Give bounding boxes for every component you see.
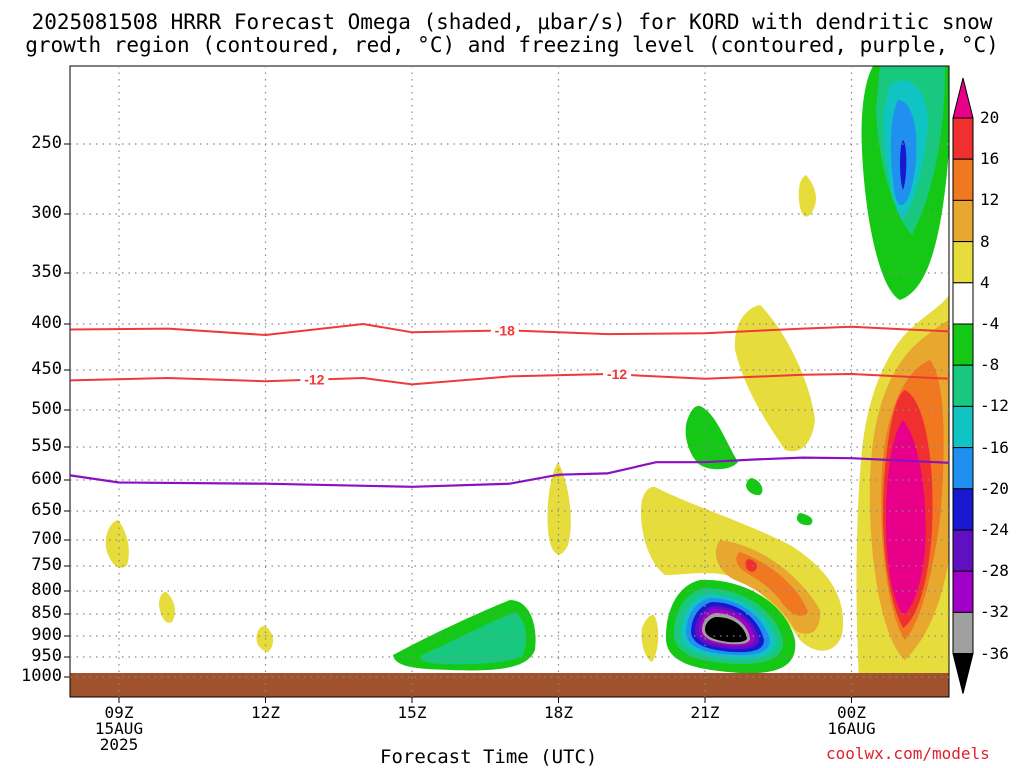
colorbar-segment	[952, 570, 974, 613]
colorbar-label: -4	[980, 314, 1000, 333]
colorbar-segment	[952, 611, 974, 655]
colorbar-segment	[952, 241, 974, 284]
contour-label-background	[603, 366, 632, 381]
omega-region-mid-yellow	[734, 305, 815, 452]
chart-title-line-1: 2025081508 HRRR Forecast Omega (shaded, …	[31, 10, 993, 34]
x-axis-title: Forecast Time (UTC)	[380, 746, 598, 768]
colorbar-label: 20	[980, 108, 1000, 127]
colorbar-top-arrow	[952, 77, 974, 119]
plot-frame	[69, 65, 950, 698]
omega-region-mid-teal	[420, 612, 527, 665]
y-tick-label: 550	[31, 436, 62, 456]
ground-surface	[70, 673, 949, 697]
omega-region-green-550	[685, 405, 738, 470]
y-tick-label: 650	[31, 500, 62, 520]
y-tick-label: 700	[31, 529, 62, 549]
colorbar-segment	[952, 529, 974, 572]
colorbar-label: -8	[980, 355, 1000, 375]
colorbar-bottom-arrow	[952, 653, 974, 694]
x-tick-label: 12Z	[251, 703, 280, 722]
colorbar-segment	[952, 117, 974, 160]
x-tick-label: 16AUG	[827, 719, 876, 738]
omega-region-small-yellow-4	[547, 462, 571, 555]
omega-region-green-650	[746, 478, 763, 496]
x-tick-label: 15AUG	[94, 719, 144, 738]
contour-label-background	[300, 371, 329, 387]
colorbar-label: -24	[980, 520, 1009, 539]
colorbar-label: -12	[980, 396, 1009, 416]
contour-lines: -18 -12 -12	[70, 322, 950, 488]
source-credit[interactable]: coolwx.com/models	[826, 744, 990, 763]
colorbar-segment	[952, 447, 974, 490]
dgz-contour-label: -12	[607, 366, 627, 382]
y-tick-label: 600	[31, 469, 62, 489]
y-tick-label: 950	[31, 646, 62, 666]
colorbar-label: 4	[980, 272, 990, 292]
omega-region-core-black	[705, 617, 747, 643]
dgz-contour-label: -18	[495, 322, 515, 338]
colorbar-label: 8	[980, 231, 990, 251]
x-tick-label: 00Z	[837, 703, 866, 722]
omega-shading	[70, 66, 949, 697]
omega-region-lower-red	[745, 559, 757, 572]
dgz-contour-label: -12	[304, 372, 324, 388]
x-tick-label: 21Z	[690, 703, 720, 722]
colorbar-label: -20	[980, 478, 1009, 498]
omega-region-small-yellow-6	[641, 614, 659, 662]
y-tick-label: 750	[31, 555, 62, 575]
dgz-contour-line	[70, 372, 950, 386]
x-tick-label: 15Z	[397, 703, 427, 722]
y-tick-label: 400	[31, 313, 62, 333]
contour-label-background	[490, 322, 519, 338]
y-tick-label: 250	[31, 133, 62, 153]
y-tick-label: 850	[31, 603, 62, 623]
y-tick-label: 500	[31, 399, 62, 419]
colorbar-label: -36	[980, 643, 1009, 663]
y-tick-label: 900	[31, 625, 62, 645]
colorbar-label: 16	[980, 149, 1000, 169]
x-tick-label: 2025	[99, 735, 139, 754]
colorbar	[952, 77, 974, 694]
x-tick-label: 18Z	[544, 703, 573, 722]
y-tick-label: 350	[31, 262, 62, 282]
colorbar-label: -32	[980, 602, 1009, 622]
colorbar-segment	[952, 199, 974, 243]
omega-region-upper-darkblue	[900, 140, 907, 190]
freezing-level-contour	[70, 456, 950, 488]
colorbar-segment	[952, 158, 974, 201]
y-tick-label: 300	[31, 203, 62, 223]
colorbar-segment	[952, 323, 974, 366]
colorbar-segment	[952, 364, 974, 407]
colorbar-label: -28	[980, 561, 1009, 581]
chart-title-line-2: growth region (contoured, red, °C) and f…	[25, 33, 999, 57]
colorbar-label: -16	[980, 437, 1009, 457]
x-tick-label: 09Z	[104, 703, 134, 722]
y-tick-label: 1000	[21, 666, 62, 686]
omega-region-small-yellow-5	[798, 175, 817, 217]
omega-region-small-yellow-2	[159, 592, 175, 623]
omega-region-small-yellow-3	[256, 626, 274, 652]
colorbar-label: 12	[980, 190, 1000, 210]
colorbar-segment	[952, 488, 974, 531]
colorbar-segment	[952, 282, 974, 325]
grid-lines	[64, 66, 949, 703]
y-tick-label: 450	[31, 359, 62, 379]
omega-region-green-700	[796, 513, 813, 526]
omega-region-small-yellow-1	[105, 520, 129, 568]
colorbar-segment	[952, 405, 974, 449]
y-tick-label: 800	[31, 580, 62, 600]
